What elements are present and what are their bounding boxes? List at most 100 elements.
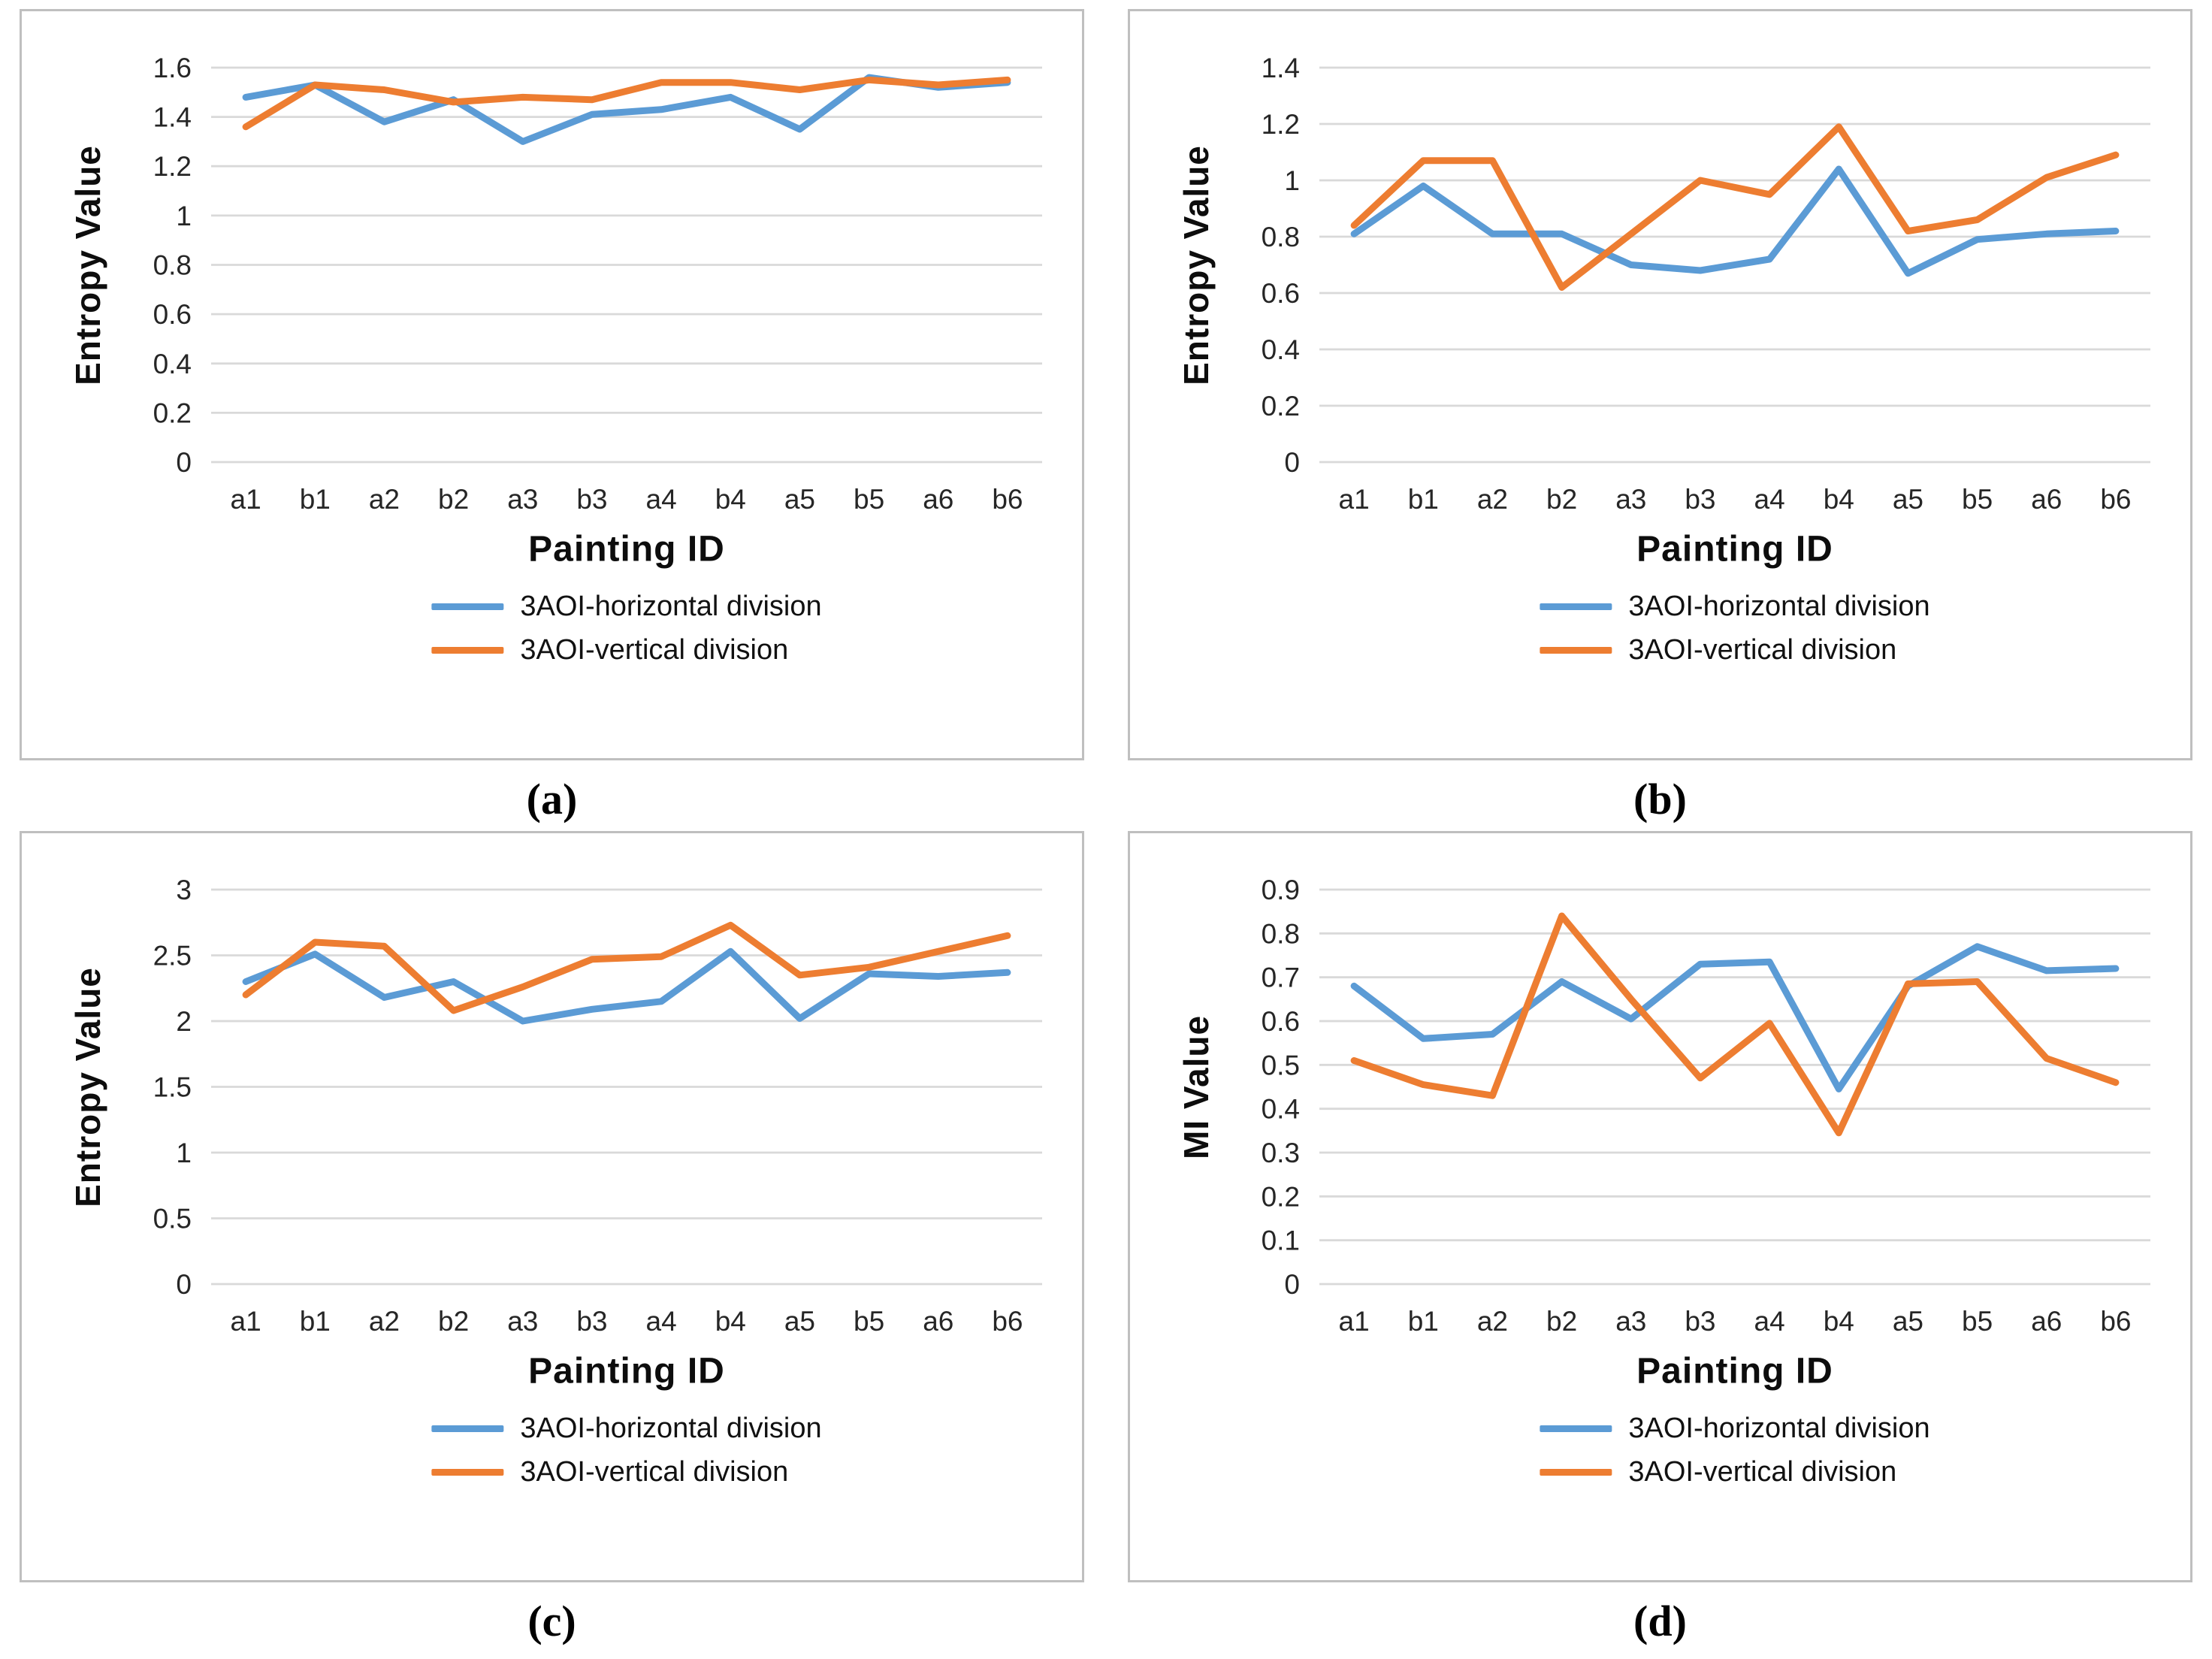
y-tick-label: 1.6 bbox=[153, 53, 192, 83]
x-tick-label: b4 bbox=[1824, 484, 1854, 515]
y-tick-label: 0 bbox=[176, 1269, 192, 1300]
series-line-horizontal bbox=[242, 947, 1011, 1025]
panel-caption-c: (c) bbox=[527, 1597, 576, 1645]
legend-item-horizontal: 3AOI-horizontal division bbox=[1540, 587, 1930, 626]
legend-line-swatch-horizontal bbox=[1540, 603, 1612, 610]
y-tick-label: 0.1 bbox=[1262, 1225, 1300, 1256]
x-tick-label: b5 bbox=[1962, 1306, 1993, 1337]
x-tick-label: b6 bbox=[2100, 1306, 2131, 1337]
legend: 3AOI-horizontal division 3AOI-vertical d… bbox=[1540, 587, 1930, 669]
x-tick-label: b3 bbox=[1685, 1306, 1715, 1337]
series-line-horizontal bbox=[1350, 943, 2120, 1092]
x-tick-label: a2 bbox=[369, 1306, 400, 1337]
legend-item-vertical: 3AOI-vertical division bbox=[431, 1452, 788, 1491]
x-tick-label: b4 bbox=[1824, 1306, 1854, 1337]
y-tick-label: 0.6 bbox=[1262, 1006, 1300, 1037]
x-tick-label: a6 bbox=[2031, 1306, 2062, 1337]
chart-plot-b: 0 0.2 0.4 0.6 0.8 1 1.2 1.4 a1 b1 a2 b2 a3 b3 a4 b4 a5 b5… bbox=[1262, 53, 2150, 515]
legend-label: 3AOI-vertical division bbox=[520, 633, 789, 666]
legend-label: 3AOI-vertical division bbox=[520, 1455, 789, 1488]
legend-line-swatch-vertical bbox=[1540, 1468, 1612, 1476]
x-tick-label: a6 bbox=[923, 1306, 953, 1337]
series-line-vertical bbox=[1350, 912, 2120, 1137]
x-tick-label: a5 bbox=[784, 484, 815, 515]
y-tick-label: 0.2 bbox=[1262, 1181, 1300, 1212]
x-tick-label: b3 bbox=[576, 1306, 607, 1337]
x-tick-label: a5 bbox=[1893, 484, 1923, 515]
figure-cell-a: 0 0.2 0.4 0.6 0.8 1 1.2 1.4 1.6 a1 b1 a2 b2 a3 b3 a4 b4 a… bbox=[20, 9, 1084, 828]
legend-line-swatch-vertical bbox=[431, 1468, 504, 1476]
y-axis-title: MI Value bbox=[1177, 1014, 1216, 1160]
y-tick-label: 1.5 bbox=[153, 1072, 192, 1103]
y-tick-label: 0.2 bbox=[1262, 391, 1300, 422]
x-tick-label: a1 bbox=[231, 484, 261, 515]
x-axis-title: Painting ID bbox=[1636, 529, 1833, 570]
legend-item-vertical: 3AOI-vertical division bbox=[1540, 630, 1896, 669]
y-axis-title: Entropy Value bbox=[1177, 145, 1216, 385]
chart-panel-d: 0 0.1 0.2 0.3 0.4 0.5 0.6 0.7 0.8 0.9 a1 b1 a2 b2 a3 b3… bbox=[1128, 831, 2192, 1582]
x-tick-label: a3 bbox=[507, 484, 538, 515]
legend-line-swatch-vertical bbox=[431, 646, 504, 654]
series-line-vertical bbox=[242, 921, 1011, 1014]
legend-line-swatch-vertical bbox=[1540, 646, 1612, 654]
y-tick-label: 0.2 bbox=[153, 397, 192, 428]
x-tick-label: b5 bbox=[1962, 484, 1993, 515]
chart-plot-a: 0 0.2 0.4 0.6 0.8 1 1.2 1.4 1.6 a1 b1 a2 b2 a3 b3 a4 b4 a… bbox=[153, 53, 1042, 515]
x-tick-label: b6 bbox=[2100, 484, 2131, 515]
x-tick-label: a4 bbox=[646, 484, 677, 515]
y-axis-title: Entropy Value bbox=[68, 967, 107, 1207]
legend-item-horizontal: 3AOI-horizontal division bbox=[1540, 1409, 1930, 1448]
x-tick-label: b1 bbox=[1408, 484, 1439, 515]
x-tick-label: b4 bbox=[715, 1306, 746, 1337]
legend-line-swatch-horizontal bbox=[431, 603, 504, 610]
y-tick-label: 1.2 bbox=[153, 151, 192, 182]
legend-label: 3AOI-horizontal division bbox=[1628, 1412, 1930, 1444]
y-tick-label: 0.4 bbox=[1262, 1094, 1300, 1125]
y-tick-label: 1 bbox=[176, 1138, 192, 1168]
x-tick-label: a1 bbox=[1339, 484, 1370, 515]
y-tick-label: 0 bbox=[176, 447, 192, 478]
x-tick-label: a4 bbox=[646, 1306, 677, 1337]
panel-caption-a: (a) bbox=[526, 775, 578, 823]
figure-cell-b: 0 0.2 0.4 0.6 0.8 1 1.2 1.4 a1 b1 a2 b2 a3 b3 a4 b4 a5 b5… bbox=[1128, 9, 2192, 828]
y-tick-label: 1.4 bbox=[1262, 53, 1300, 83]
legend-label: 3AOI-vertical division bbox=[1628, 633, 1897, 666]
figure-cell-d: 0 0.1 0.2 0.3 0.4 0.5 0.6 0.7 0.8 0.9 a1 b1 a2 b2 a3 b3… bbox=[1128, 831, 2192, 1650]
x-tick-label: b1 bbox=[1408, 1306, 1439, 1337]
legend-line-swatch-horizontal bbox=[431, 1425, 504, 1432]
x-axis-title: Painting ID bbox=[528, 529, 725, 570]
chart-panel-b: 0 0.2 0.4 0.6 0.8 1 1.2 1.4 a1 b1 a2 b2 a3 b3 a4 b4 a5 b5… bbox=[1128, 9, 2192, 760]
legend-item-horizontal: 3AOI-horizontal division bbox=[431, 587, 822, 626]
y-tick-label: 2.5 bbox=[153, 941, 192, 972]
legend-label: 3AOI-horizontal division bbox=[520, 1412, 822, 1444]
y-tick-label: 2 bbox=[176, 1006, 192, 1037]
y-tick-label: 0.7 bbox=[1262, 962, 1300, 993]
y-tick-label: 0.9 bbox=[1262, 875, 1300, 905]
y-tick-label: 1.2 bbox=[1262, 109, 1300, 140]
x-tick-label: a3 bbox=[1615, 1306, 1646, 1337]
x-tick-label: a2 bbox=[1477, 1306, 1508, 1337]
series-line-vertical bbox=[1350, 123, 2120, 291]
y-tick-label: 1.4 bbox=[153, 102, 192, 133]
x-tick-label: b6 bbox=[992, 484, 1023, 515]
figure-cell-c: 0 0.5 1 1.5 2 2.5 3 a1 b1 a2 b2 a3 b3 a4 b4 a5 b5 a6 b6 En… bbox=[20, 831, 1084, 1650]
chart-panel-a: 0 0.2 0.4 0.6 0.8 1 1.2 1.4 1.6 a1 b1 a2 b2 a3 b3 a4 b4 a… bbox=[20, 9, 1084, 760]
x-tick-label: b2 bbox=[438, 1306, 469, 1337]
y-tick-label: 0.5 bbox=[153, 1204, 192, 1234]
legend-item-vertical: 3AOI-vertical division bbox=[431, 630, 788, 669]
x-tick-label: a4 bbox=[1754, 484, 1785, 515]
legend-item-horizontal: 3AOI-horizontal division bbox=[431, 1409, 822, 1448]
x-tick-label: a5 bbox=[784, 1306, 815, 1337]
x-tick-label: b5 bbox=[854, 484, 884, 515]
x-axis-title: Painting ID bbox=[1636, 1351, 1833, 1392]
y-tick-label: 0.8 bbox=[153, 250, 192, 281]
x-tick-label: b5 bbox=[854, 1306, 884, 1337]
x-tick-label: a2 bbox=[1477, 484, 1508, 515]
x-tick-label: a3 bbox=[507, 1306, 538, 1337]
y-tick-label: 0.6 bbox=[153, 299, 192, 330]
x-tick-label: b4 bbox=[715, 484, 746, 515]
y-tick-label: 0.8 bbox=[1262, 918, 1300, 949]
series-line-vertical bbox=[242, 76, 1011, 131]
panel-caption-b: (b) bbox=[1633, 775, 1687, 823]
